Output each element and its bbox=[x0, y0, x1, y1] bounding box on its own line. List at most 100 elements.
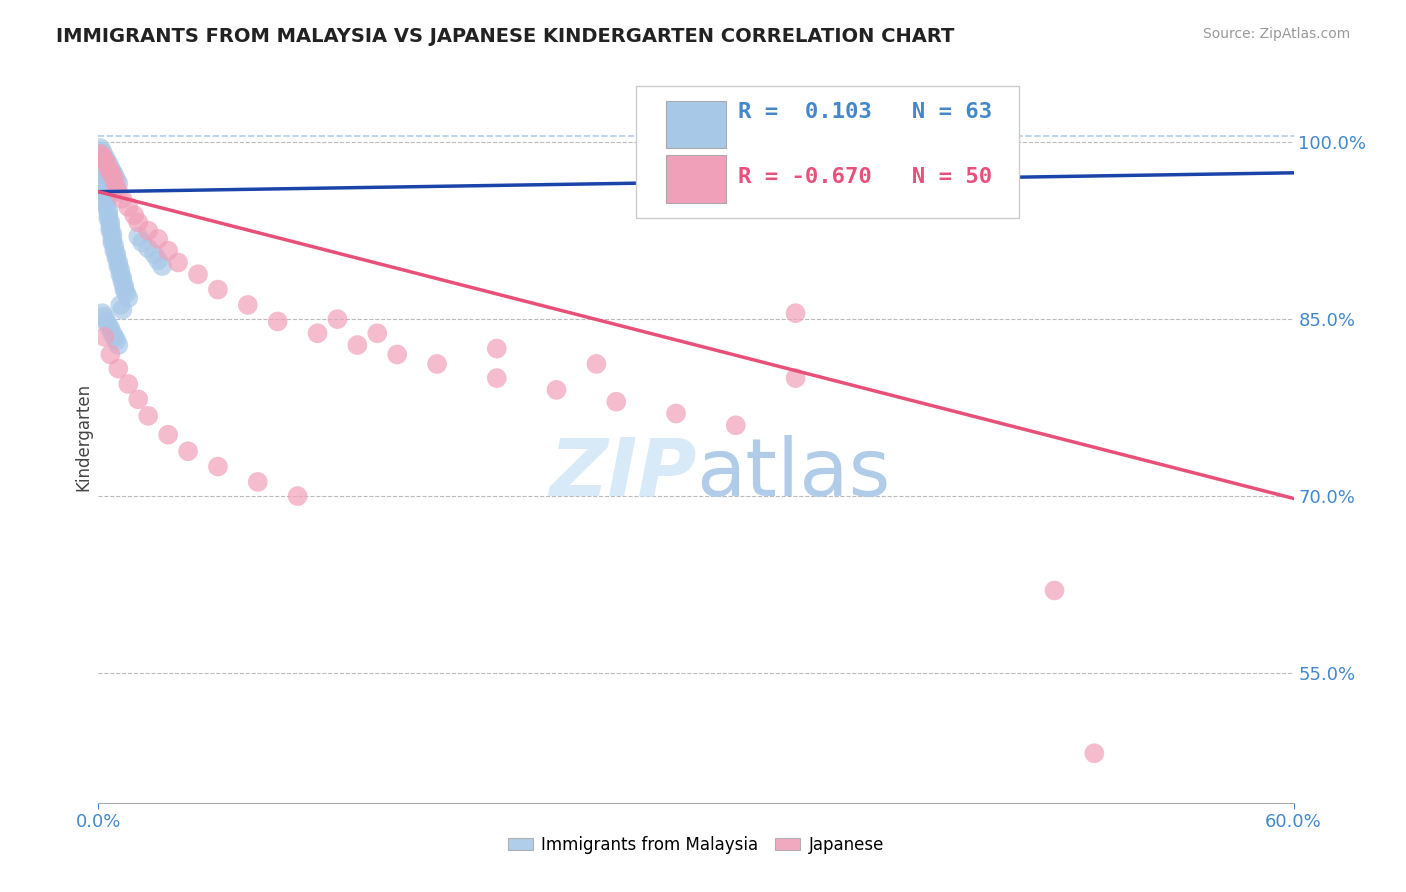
Point bbox=[101, 232, 124, 246]
Point bbox=[98, 164, 122, 178]
Point bbox=[207, 459, 229, 474]
Point bbox=[93, 310, 115, 324]
Point bbox=[326, 312, 349, 326]
Point bbox=[546, 383, 568, 397]
Point bbox=[91, 170, 114, 185]
Point bbox=[103, 244, 125, 258]
Point bbox=[117, 291, 139, 305]
Point bbox=[127, 229, 149, 244]
Point bbox=[105, 334, 128, 348]
Point bbox=[98, 321, 122, 335]
Point bbox=[1043, 583, 1066, 598]
Point bbox=[107, 177, 129, 191]
Point bbox=[107, 185, 129, 199]
Point bbox=[105, 247, 128, 261]
Point bbox=[93, 149, 115, 163]
Point bbox=[103, 239, 125, 253]
Point bbox=[93, 173, 115, 187]
Point bbox=[236, 298, 259, 312]
Point bbox=[485, 342, 508, 356]
Point bbox=[665, 407, 688, 421]
Point bbox=[107, 259, 129, 273]
Point bbox=[111, 274, 134, 288]
Point bbox=[97, 318, 120, 332]
Point bbox=[103, 168, 125, 182]
Text: Source: ZipAtlas.com: Source: ZipAtlas.com bbox=[1202, 27, 1350, 41]
Point bbox=[150, 259, 173, 273]
Point bbox=[110, 262, 132, 277]
Point bbox=[105, 173, 128, 187]
Point bbox=[93, 185, 115, 199]
Point bbox=[97, 208, 120, 222]
Point bbox=[724, 418, 747, 433]
Point bbox=[107, 338, 129, 352]
Point bbox=[96, 188, 118, 202]
Point bbox=[89, 153, 111, 167]
Legend: Immigrants from Malaysia, Japanese: Immigrants from Malaysia, Japanese bbox=[502, 829, 890, 860]
Point bbox=[96, 200, 118, 214]
Point bbox=[105, 251, 128, 265]
Point bbox=[117, 200, 139, 214]
Point bbox=[111, 270, 134, 285]
Point bbox=[136, 241, 159, 255]
Point bbox=[287, 489, 309, 503]
Point bbox=[148, 253, 170, 268]
Text: R =  0.103   N = 63: R = 0.103 N = 63 bbox=[738, 102, 991, 121]
Point bbox=[98, 215, 122, 229]
Point bbox=[96, 156, 118, 170]
Point bbox=[101, 326, 124, 341]
Point bbox=[1083, 746, 1105, 760]
Point bbox=[93, 330, 115, 344]
Point bbox=[98, 347, 122, 361]
Point bbox=[117, 376, 139, 391]
Point bbox=[91, 159, 114, 173]
Point bbox=[107, 255, 129, 269]
FancyBboxPatch shape bbox=[666, 155, 725, 203]
Point bbox=[485, 371, 508, 385]
Point bbox=[101, 164, 124, 178]
Point bbox=[605, 394, 627, 409]
Point bbox=[366, 326, 388, 341]
Point bbox=[157, 244, 180, 258]
Point bbox=[385, 347, 409, 361]
Point bbox=[585, 357, 607, 371]
Point bbox=[136, 409, 159, 423]
Point bbox=[115, 286, 138, 301]
Point bbox=[91, 145, 114, 159]
Point bbox=[187, 267, 209, 281]
Point bbox=[91, 164, 114, 178]
Point bbox=[112, 283, 135, 297]
Point bbox=[111, 192, 134, 206]
FancyBboxPatch shape bbox=[666, 101, 725, 148]
Point bbox=[101, 168, 124, 182]
Point bbox=[103, 330, 125, 344]
Point bbox=[157, 427, 180, 442]
Point bbox=[98, 220, 122, 235]
Point bbox=[96, 314, 118, 328]
Point bbox=[167, 255, 190, 269]
Point bbox=[426, 357, 449, 371]
FancyBboxPatch shape bbox=[637, 86, 1019, 218]
Point bbox=[101, 235, 124, 250]
Point bbox=[148, 232, 170, 246]
Point bbox=[89, 147, 111, 161]
Point bbox=[177, 444, 200, 458]
Point bbox=[107, 361, 129, 376]
Point bbox=[110, 267, 132, 281]
Point bbox=[246, 475, 269, 489]
Point bbox=[93, 180, 115, 194]
Point bbox=[124, 208, 146, 222]
Point bbox=[136, 224, 159, 238]
Text: atlas: atlas bbox=[696, 434, 890, 513]
Point bbox=[131, 235, 153, 250]
Text: ZIP: ZIP bbox=[548, 434, 696, 513]
Point bbox=[785, 371, 807, 385]
Text: IMMIGRANTS FROM MALAYSIA VS JAPANESE KINDERGARTEN CORRELATION CHART: IMMIGRANTS FROM MALAYSIA VS JAPANESE KIN… bbox=[56, 27, 955, 45]
Point bbox=[98, 224, 122, 238]
Point bbox=[112, 279, 135, 293]
Point bbox=[97, 156, 120, 170]
Point bbox=[96, 153, 118, 167]
Point bbox=[307, 326, 329, 341]
Point bbox=[98, 161, 122, 175]
Y-axis label: Kindergarten: Kindergarten bbox=[75, 383, 93, 491]
